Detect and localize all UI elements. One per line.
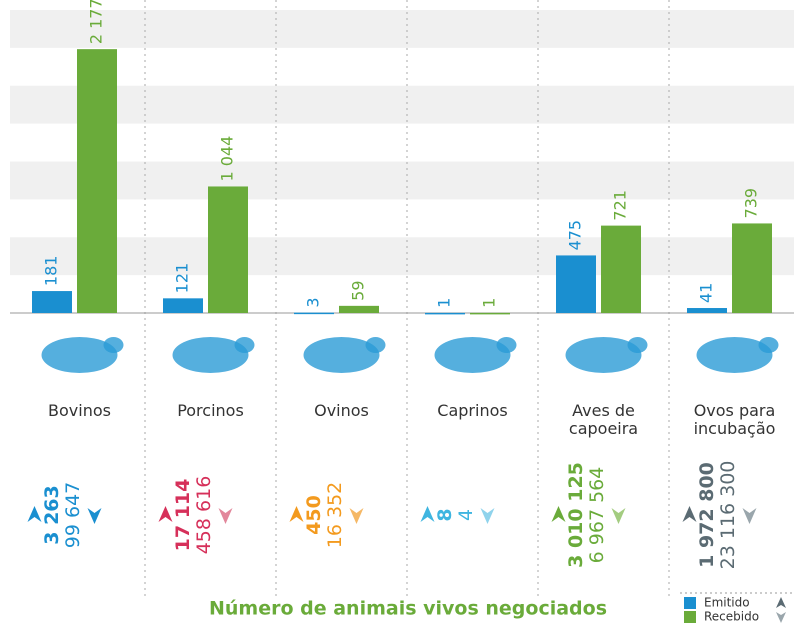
animal-icon-head <box>103 337 124 353</box>
arrow-down <box>742 508 757 524</box>
animal-icon-head <box>758 337 779 353</box>
arrow-down <box>349 508 364 524</box>
bar <box>470 312 510 315</box>
animal-icon <box>41 337 118 373</box>
received-total: 23 116 300 <box>717 461 739 570</box>
received-total: 4 <box>455 509 477 521</box>
bar <box>732 223 772 313</box>
grid-band <box>10 85 794 124</box>
chart-title: Número de animais vivos negociados <box>209 598 607 620</box>
animal-icon <box>696 337 773 373</box>
value-label: 739 <box>742 188 761 219</box>
bar <box>77 49 117 314</box>
arrow-down <box>480 508 495 524</box>
legend-swatch <box>684 597 696 609</box>
emitted-total: 3 010 125 <box>565 462 587 568</box>
bar <box>425 312 465 315</box>
value-label: 1 044 <box>218 136 237 182</box>
value-label: 1 <box>435 298 454 308</box>
value-label: 41 <box>697 283 716 303</box>
value-label: 721 <box>611 190 630 221</box>
grid-band <box>10 237 794 276</box>
value-label: 59 <box>349 280 368 300</box>
emitted-total: 1 972 800 <box>696 462 718 568</box>
emitted-total: 450 <box>303 495 325 535</box>
arrow-up <box>158 506 173 522</box>
bar <box>687 308 727 313</box>
value-label: 1 <box>480 298 499 308</box>
legend-arrow-up <box>776 597 786 608</box>
category-label: Caprinos <box>437 401 508 420</box>
value-label: 121 <box>173 263 192 294</box>
value-label: 2 177 <box>87 0 106 44</box>
category-label: Bovinos <box>48 401 111 420</box>
legend-label: Recebido <box>704 610 759 623</box>
received-total: 16 352 <box>324 482 346 548</box>
animal-icon-head <box>234 337 255 353</box>
arrow-up <box>420 506 435 522</box>
bar <box>208 186 248 313</box>
arrow-up <box>682 506 697 522</box>
arrow-up <box>27 506 42 522</box>
category-label: Porcinos <box>177 401 244 420</box>
received-total: 99 647 <box>62 482 84 548</box>
animal-icon <box>303 337 380 373</box>
legend-label: Emitido <box>704 596 750 610</box>
animal-icon <box>565 337 642 373</box>
legend-arrow-down <box>776 612 786 623</box>
bar <box>163 298 203 313</box>
arrow-down <box>87 508 102 524</box>
grid-band <box>10 10 794 48</box>
received-total: 6 967 564 <box>586 467 608 564</box>
grid-band <box>10 161 794 200</box>
animal-icon-head <box>496 337 517 353</box>
bar <box>294 312 334 315</box>
legend-swatch <box>684 611 696 623</box>
bar <box>32 291 72 313</box>
emitted-total: 3 263 <box>41 485 63 545</box>
value-label: 475 <box>566 220 585 251</box>
value-label: 181 <box>42 256 61 287</box>
value-label: 3 <box>304 297 323 307</box>
bar <box>601 225 641 313</box>
arrow-up <box>551 506 566 522</box>
arrow-down <box>611 508 626 524</box>
bar <box>339 305 379 313</box>
emitted-total: 17 114 <box>172 479 194 552</box>
bar <box>556 255 596 313</box>
arrow-up <box>289 506 304 522</box>
category-label: Ovos para incubação <box>693 401 776 438</box>
category-label: Ovinos <box>314 401 369 420</box>
category-label: Aves de capoeira <box>568 401 639 438</box>
animal-icon <box>434 337 511 373</box>
animal-icon <box>172 337 249 373</box>
animal-icon-head <box>627 337 648 353</box>
arrow-down <box>218 508 233 524</box>
emitted-total: 8 <box>434 508 456 521</box>
received-total: 458 616 <box>193 476 215 555</box>
animal-icon-head <box>365 337 386 353</box>
